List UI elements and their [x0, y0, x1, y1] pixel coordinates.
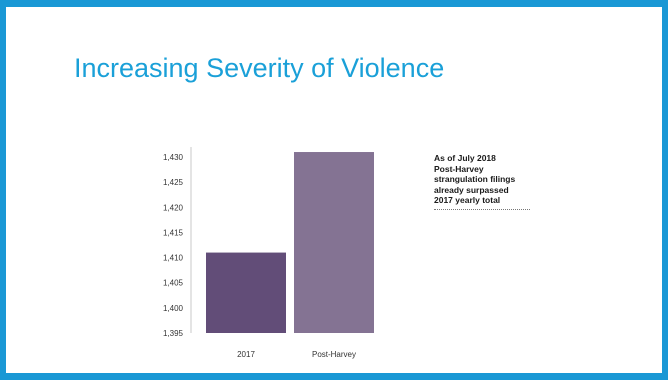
x-category-label: Post-Harvey	[312, 350, 356, 359]
y-axis-ticks: 1,395 1,400 1,405 1,410 1,415 1,420 1,425 1,430	[163, 153, 184, 338]
annotation-line: 2017 yearly total	[434, 195, 501, 205]
y-tick-label: 1,430	[163, 153, 184, 162]
y-tick-label: 1,405	[163, 279, 184, 288]
y-tick-label: 1,395	[163, 329, 184, 338]
annotation-text: As of July 2018 Post-Harvey strangulatio…	[434, 153, 544, 210]
annotation-line: As of July 2018	[434, 153, 496, 163]
annotation-line: already surpassed	[434, 184, 509, 195]
slide-title: Increasing Severity of Violence	[74, 53, 445, 83]
bar-2017	[206, 252, 286, 333]
annotation-divider	[434, 208, 530, 210]
bar-post-harvey	[294, 152, 374, 333]
y-tick-label: 1,415	[163, 228, 184, 237]
x-axis-labels: 2017 Post-Harvey	[237, 350, 356, 359]
y-tick-label: 1,425	[163, 178, 184, 187]
annotation-line: Post-Harvey	[434, 163, 484, 174]
x-category-label: 2017	[237, 350, 255, 359]
bar-chart: 1,395 1,400 1,405 1,410 1,415 1,420 1,425 1,430…	[136, 137, 396, 367]
y-tick-label: 1,410	[163, 254, 184, 263]
y-tick-label: 1,400	[163, 304, 184, 313]
y-tick-label: 1,420	[163, 203, 184, 212]
chart-canvas: 1,395 1,400 1,405 1,410 1,415 1,420 1,425 1,430…	[163, 147, 374, 359]
annotation-line: strangulation filings	[434, 174, 516, 184]
bars	[206, 152, 374, 333]
